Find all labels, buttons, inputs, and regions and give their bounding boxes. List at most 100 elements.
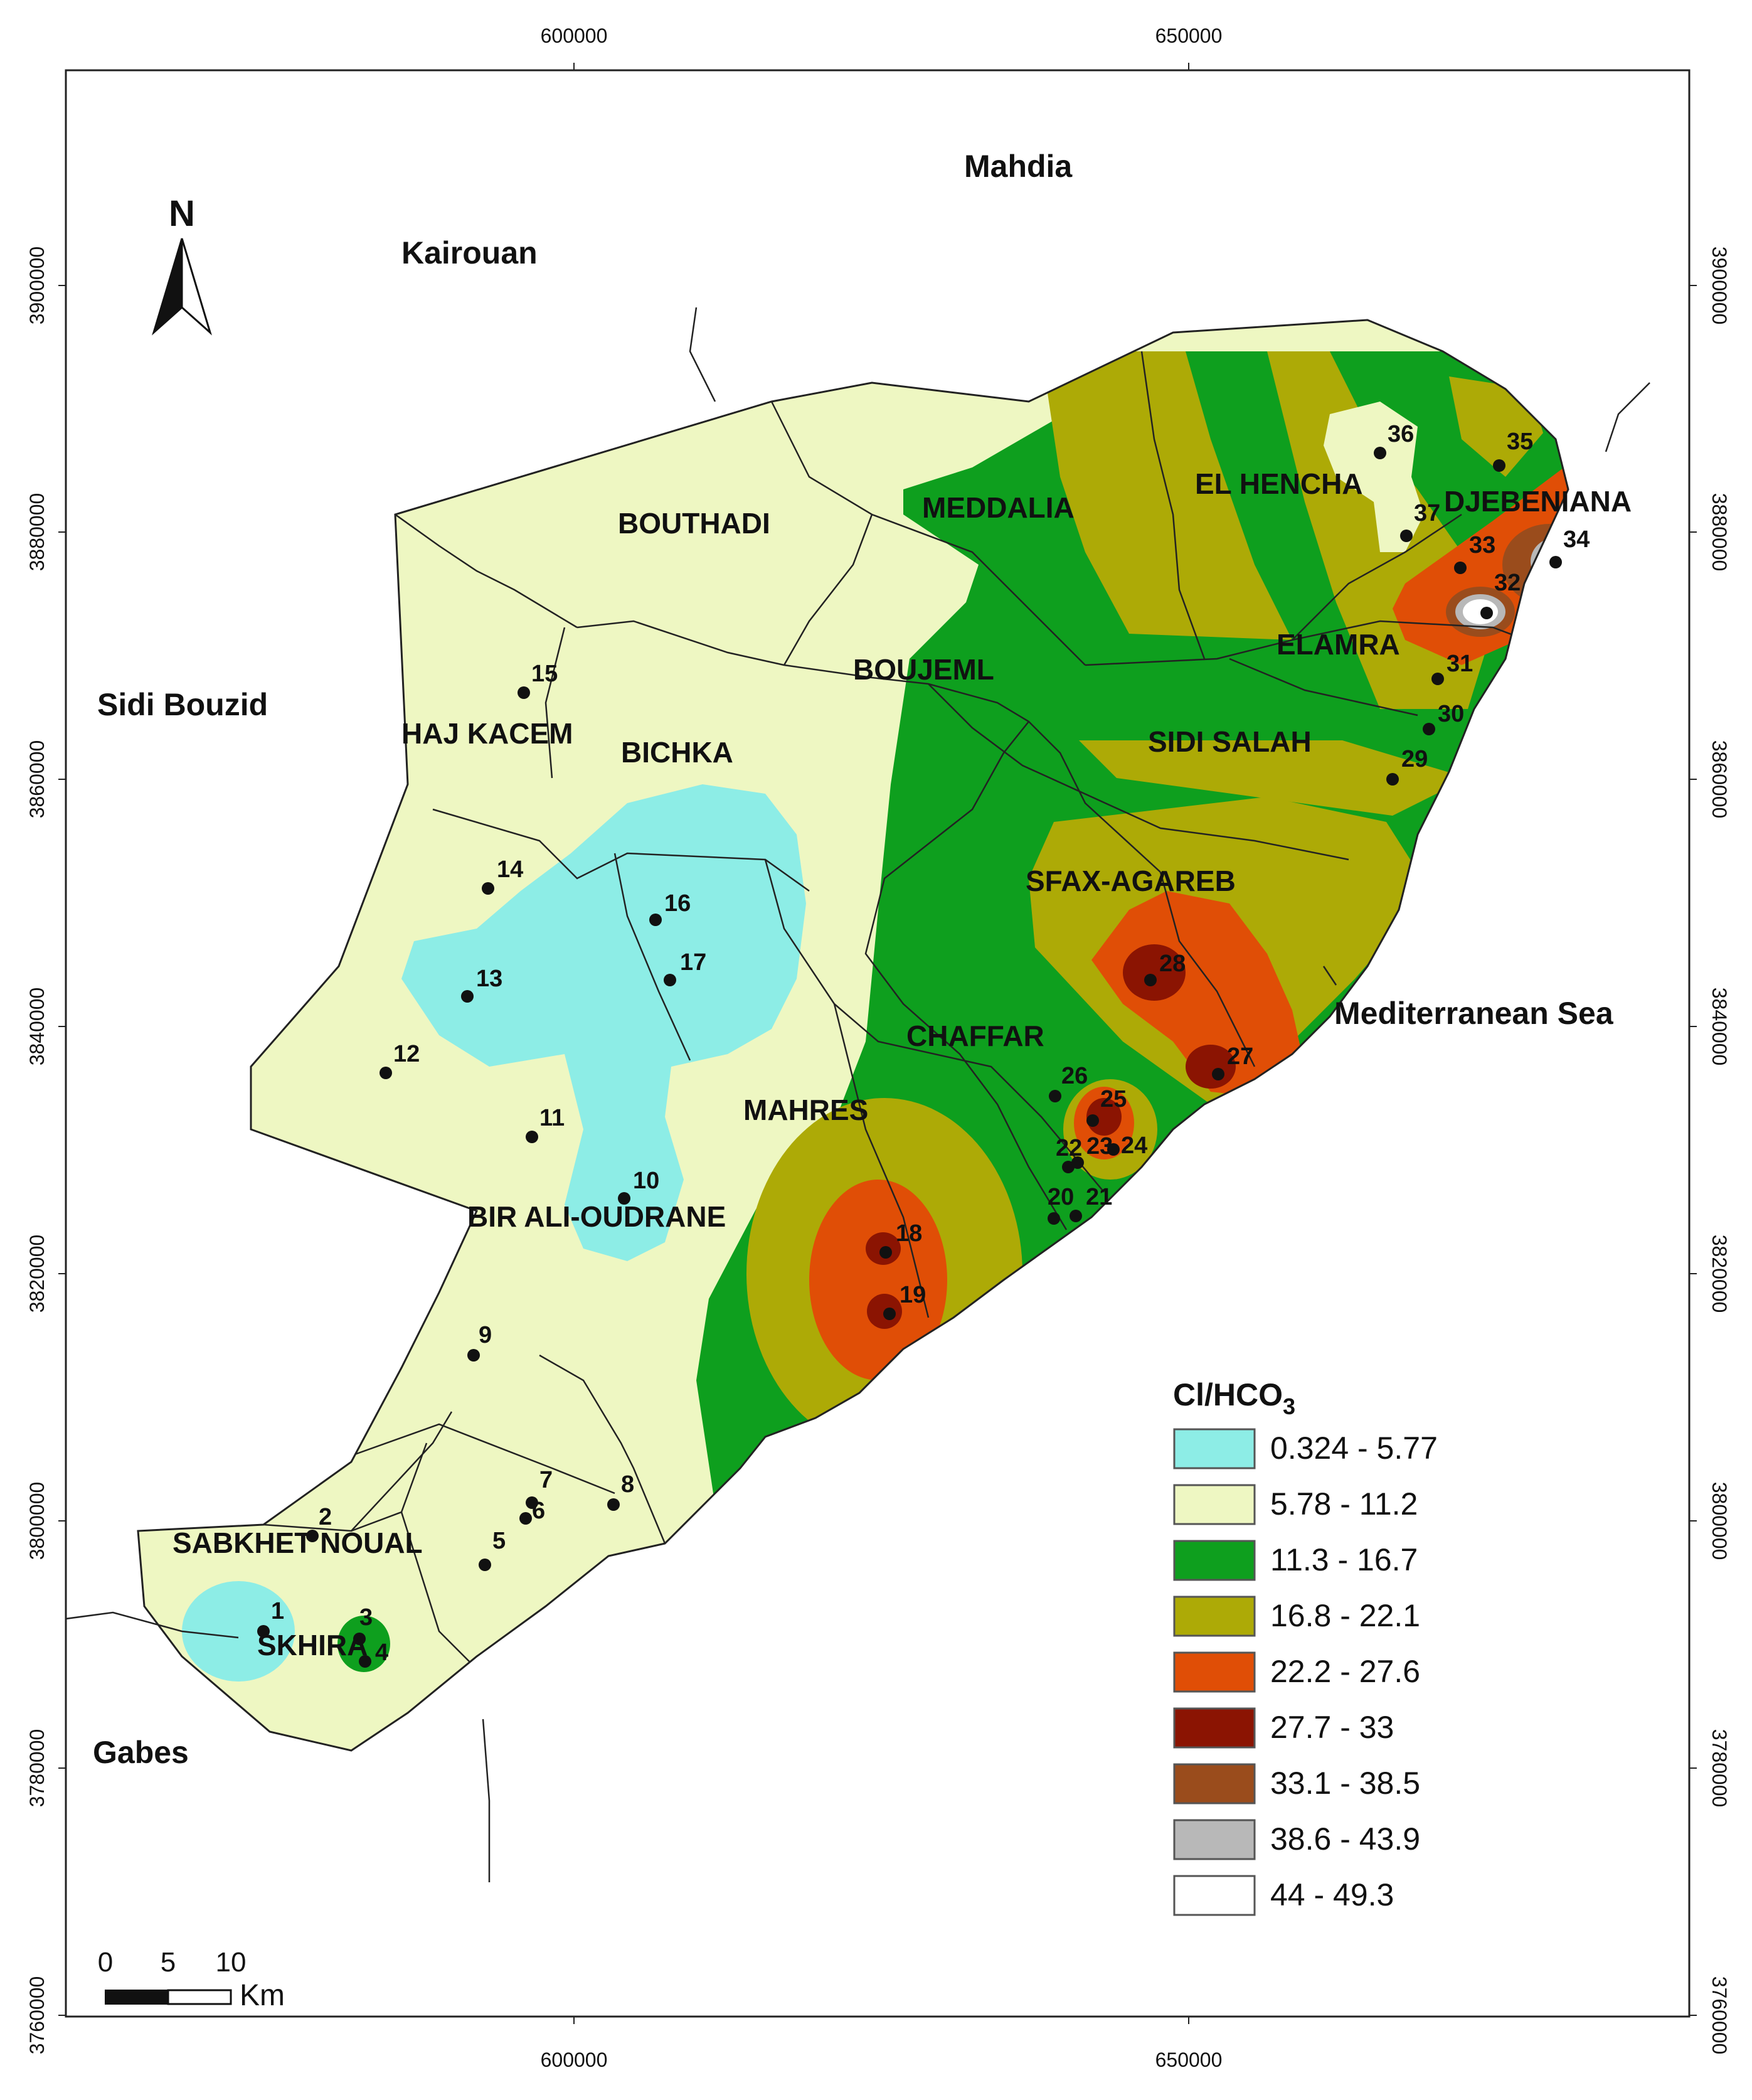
y-tick-label: 3820000 [26, 1235, 48, 1313]
delegation-label: EL HENCHA [1195, 467, 1363, 500]
well-label: 27 [1227, 1043, 1253, 1070]
well-label: 16 [664, 890, 691, 917]
legend-label: 5.78 - 11.2 [1270, 1486, 1418, 1522]
map-frame [65, 69, 1691, 2018]
delegation-boundaries [263, 351, 1544, 1670]
well-point [526, 1496, 538, 1509]
y-axis-left: 3900000 3880000 3860000 3840000 3820000 38000… [26, 247, 66, 2054]
well-point [1212, 1068, 1224, 1080]
north-label: N [169, 193, 195, 234]
y-tick-label: 3760000 [1708, 1976, 1731, 2055]
well-label: 5 [492, 1528, 506, 1554]
well-point [1049, 1090, 1061, 1102]
y-tick-label: 3880000 [1708, 493, 1731, 572]
delegation-label: ELAMRA [1277, 628, 1400, 661]
legend-swatch [1173, 1707, 1256, 1749]
region-label: Mahdia [964, 149, 1073, 184]
well-point [1107, 1143, 1120, 1156]
well-label: 8 [621, 1471, 634, 1498]
well-label: 36 [1388, 421, 1414, 447]
well-point [618, 1192, 630, 1205]
region-labels: Mahdia Kairouan Sidi Bouzid Gabes Mediterran… [93, 149, 1614, 1770]
region-label: Mediterranean Sea [1334, 996, 1614, 1031]
legend-label: 27.7 - 33 [1270, 1710, 1394, 1745]
scale-bar: 0 5 10 Km [98, 1947, 285, 2012]
y-tick-label: 3900000 [1708, 247, 1731, 325]
delegation-label: BICHKA [621, 736, 733, 769]
legend-label: 22.2 - 27.6 [1270, 1654, 1420, 1689]
well-point [1493, 459, 1505, 472]
zone-0-5 [401, 784, 806, 1261]
legend-swatch [1173, 1875, 1256, 1916]
well-label: 37 [1414, 500, 1440, 526]
well-point [664, 974, 676, 986]
well-point [1480, 607, 1493, 619]
legend: Cl/HCO3 0.324 - 5.77 5.78 - 11.2 11.3 - 16… [1173, 1377, 1438, 1916]
well-point [1386, 773, 1399, 786]
legend-label: 33.1 - 38.5 [1270, 1766, 1420, 1801]
region-label: Sidi Bouzid [97, 687, 268, 722]
x-tick-label: 650000 [1155, 24, 1223, 47]
well-label: 4 [375, 1639, 388, 1666]
y-tick-label: 3840000 [1708, 988, 1731, 1066]
well-point [1454, 562, 1467, 574]
well-point [257, 1625, 270, 1638]
delegation-label: BOUJEML [853, 653, 994, 686]
region-label: Kairouan [401, 235, 538, 270]
well-label: 7 [539, 1467, 553, 1493]
well-label: 2 [319, 1504, 332, 1530]
legend-label: 16.8 - 22.1 [1270, 1598, 1420, 1633]
well-label: 24 [1121, 1133, 1147, 1159]
zone-16-22 [1041, 351, 1292, 640]
delegation-label: DJEBENIANA [1444, 485, 1632, 518]
well-label: 26 [1061, 1063, 1088, 1089]
x-tick-label: 600000 [541, 2049, 608, 2071]
well-label: 11 [539, 1105, 565, 1131]
well-point [380, 1067, 392, 1079]
well-point [482, 882, 494, 895]
delegation-label: HAJ KACEM [401, 717, 573, 750]
well-label: 20 [1048, 1184, 1074, 1210]
well-label: 21 [1086, 1184, 1112, 1210]
y-tick-label: 3840000 [26, 988, 48, 1066]
y-tick-label: 3780000 [26, 1729, 48, 1808]
zone-22-27 [1393, 464, 1568, 665]
y-tick-label: 3800000 [1708, 1482, 1731, 1560]
scale-unit: Km [240, 1979, 285, 2012]
scale-tick-label: 5 [161, 1947, 176, 1978]
well-point [467, 1349, 480, 1362]
delegation-label: SIDI SALAH [1148, 725, 1312, 758]
legend-label: 38.6 - 43.9 [1270, 1821, 1420, 1857]
delegation-label: SKHIRA [257, 1629, 368, 1661]
y-tick-label: 3860000 [26, 740, 48, 819]
legend-swatch [1173, 1763, 1256, 1804]
y-tick-label: 3820000 [1708, 1235, 1731, 1313]
legend-swatch [1173, 1428, 1256, 1469]
x-axis-top: 600000 650000 [541, 24, 1223, 47]
region-label: Gabes [93, 1735, 189, 1770]
y-tick-label: 3800000 [26, 1482, 48, 1560]
zone-27-33 [1123, 944, 1186, 1001]
legend-label: 44 - 49.3 [1270, 1877, 1394, 1912]
well-point [1062, 1161, 1075, 1173]
legend-swatch [1173, 1540, 1256, 1581]
legend-label: 0.324 - 5.77 [1270, 1431, 1438, 1466]
well-point [518, 686, 530, 699]
tick-marks [573, 63, 1189, 2024]
scale-tick-label: 10 [216, 1947, 247, 1978]
scale-tick-label: 0 [98, 1947, 113, 1978]
delegation-label: BOUTHADI [618, 507, 770, 540]
well-label: 34 [1563, 526, 1590, 553]
legend-swatch [1173, 1596, 1256, 1637]
well-point [649, 914, 662, 926]
well-point [353, 1633, 366, 1645]
legend-swatch [1173, 1651, 1256, 1693]
well-label: 9 [479, 1322, 492, 1348]
well-point [359, 1655, 371, 1668]
legend-title: Cl/HCO3 [1173, 1377, 1295, 1419]
well-label: 35 [1507, 429, 1533, 455]
zone-16-22 [1079, 740, 1468, 816]
well-label: 3 [359, 1604, 373, 1631]
delegation-labels: BOUTHADI MEDDALIA EL HENCHA DJEBENIANA BOUJE… [173, 467, 1632, 1661]
well-point [461, 990, 474, 1003]
